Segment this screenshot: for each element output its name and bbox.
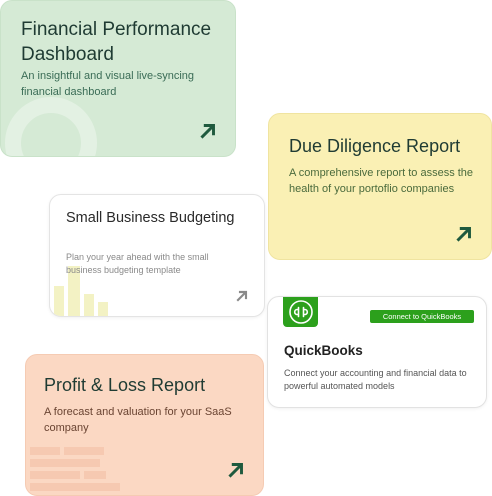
card-description: Plan your year ahead with the small busi…	[66, 252, 209, 276]
arrow-up-right-icon[interactable]	[197, 120, 219, 142]
card-title: Due Diligence Report	[289, 136, 461, 156]
decorative-bars	[54, 256, 116, 316]
connect-to-quickbooks-button[interactable]: Connect to QuickBooks	[370, 310, 474, 323]
card-description: An insightful and visual live-syncing fi…	[21, 70, 195, 98]
card-title: Profit & Loss Report	[44, 375, 206, 395]
financial-performance-dashboard-card[interactable]: Financial Performance Dashboard An insig…	[0, 0, 236, 157]
quickbooks-logo-icon	[283, 297, 318, 327]
arrow-up-right-icon[interactable]	[234, 288, 250, 304]
quickbooks-card[interactable]: Connect to QuickBooks QuickBooks Connect…	[267, 296, 487, 408]
arrow-up-right-icon[interactable]	[225, 459, 247, 481]
card-description: Connect your accounting and financial da…	[284, 368, 467, 392]
card-description: A comprehensive report to assess the hea…	[289, 167, 474, 195]
arrow-up-right-icon[interactable]	[453, 223, 475, 245]
small-business-budgeting-card[interactable]: Small Business Budgeting Plan your year …	[49, 194, 265, 317]
decorative-stripes	[30, 445, 150, 495]
profit-loss-report-card[interactable]: Profit & Loss Report A forecast and valu…	[25, 354, 264, 496]
card-title: Financial Performance Dashboard	[21, 19, 212, 65]
due-diligence-report-card[interactable]: Due Diligence Report A comprehensive rep…	[268, 113, 492, 260]
card-title: Small Business Budgeting	[66, 210, 235, 226]
decorative-ring	[5, 97, 97, 156]
card-description: A forecast and valuation for your SaaS c…	[44, 406, 232, 434]
card-title: QuickBooks	[284, 343, 363, 358]
